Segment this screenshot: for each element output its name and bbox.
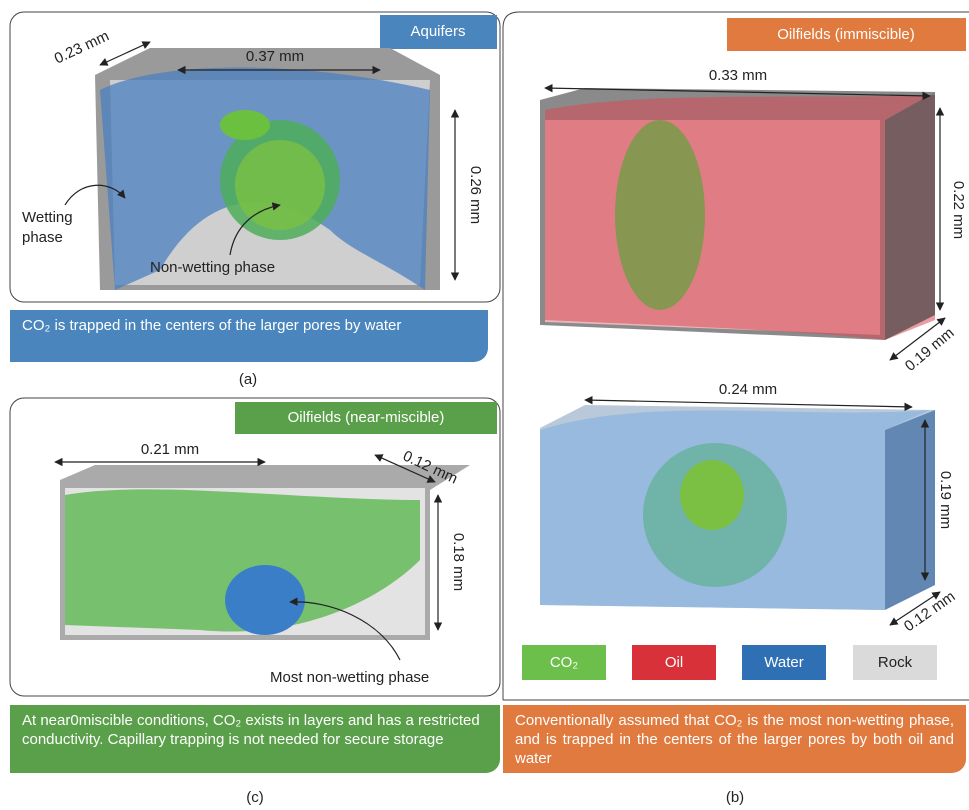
legend-label: CO₂ [550,654,579,671]
panel-letter: (b) [726,789,744,806]
caption: Conventionally assumed that CO₂ is the m… [503,705,966,773]
dimension-label: 0.19 mm [937,471,954,529]
caption: CO₂ is trapped in the centers of the lar… [10,310,488,362]
tag-box [727,18,966,51]
dimension-label: 0.37 mm [246,48,304,65]
caption: At near0miscible conditions, CO₂ exists … [10,705,500,773]
panel-tag: Aquifers [410,23,465,40]
dimension-label: 0.26 mm [467,166,484,224]
panel-tag: Oilfields (immiscible) [777,26,915,43]
legend-swatch [853,645,937,680]
panel-frame [502,11,969,700]
pore-volume-water [540,405,935,610]
dimension-label: 0.33 mm [709,67,767,84]
dimension-label: 0.18 mm [450,533,467,591]
panel-letter: (a) [239,371,257,388]
panel-frame [9,397,501,697]
legend-label: Rock [878,654,913,671]
annotation: Wetting [22,209,73,226]
annotation: Most non-wetting phase [270,669,429,686]
pore-volume-oil [540,88,935,340]
panel-frame [9,11,501,303]
legend-swatch [522,645,606,680]
tag-box [380,15,497,49]
panel-letter: (c) [246,789,264,806]
dimension-label: 0.22 mm [950,181,967,239]
panel-tag: Oilfields (near-miscible) [288,409,445,426]
legend-swatch [632,645,716,680]
dimension-label: 0.24 mm [719,381,777,398]
annotation: Non-wetting phase [150,259,275,276]
pore-volume [95,48,440,290]
legend-label: Water [764,654,803,671]
dimension-label: 0.19 mm [902,324,958,375]
legend-swatch [742,645,826,680]
dimension-label: 0.23 mm [52,27,112,67]
legend-label: Oil [665,654,683,671]
pore-volume [60,465,470,640]
annotation: phase [22,229,63,246]
dimension-label: 0.21 mm [141,441,199,458]
tag-box [235,402,497,434]
